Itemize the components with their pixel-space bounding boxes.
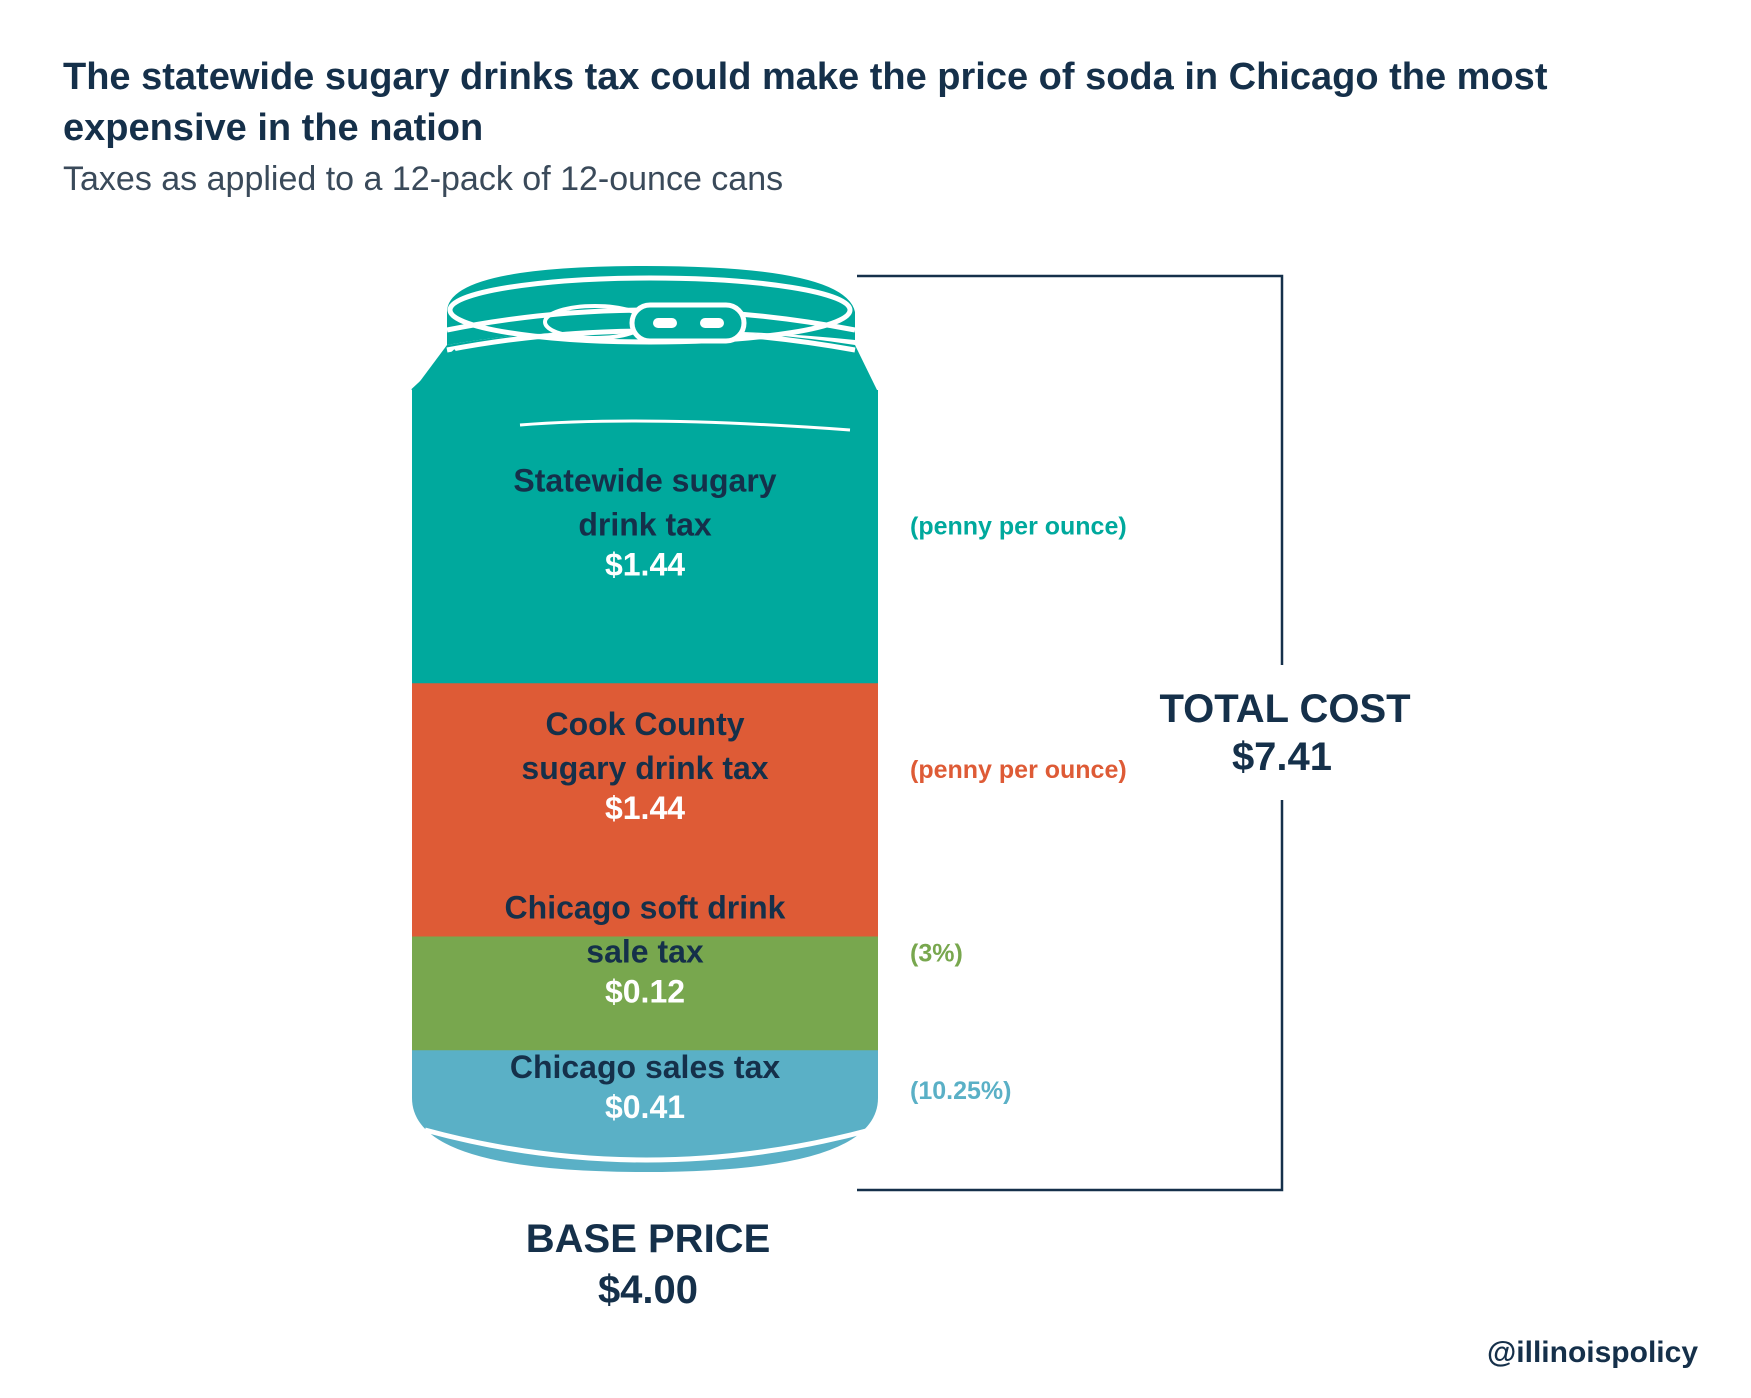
segment-2 <box>412 625 878 937</box>
total-cost-value: $7.41 <box>1232 735 1332 779</box>
segment-note-2: (penny per ounce) <box>910 756 1127 784</box>
total-cost-label: TOTAL COST <box>1159 687 1410 731</box>
segment-label-3-1: drink tax <box>578 507 712 543</box>
chart-subtitle: Taxes as applied to a 12-pack of 12-ounc… <box>63 160 784 198</box>
segment-value-1: $0.12 <box>605 973 685 1009</box>
segment-3 <box>412 389 878 684</box>
segment-label-3-0: Statewide sugary <box>513 463 776 499</box>
can-shoulder-line <box>519 419 851 432</box>
segment-label-0-0: Chicago sales tax <box>510 1049 781 1085</box>
segment-note-0: (10.25%) <box>910 1077 1011 1105</box>
segment-note-1: (3%) <box>910 939 963 967</box>
segment-labels: Chicago sales tax $0.41 Chicago soft drink… <box>505 463 786 1125</box>
segment-value-3: $1.44 <box>605 547 685 583</box>
total-bracket <box>857 274 1284 1192</box>
segment-notes: (10.25%) (3%) (penny per ounce) (penny per … <box>910 513 1127 1105</box>
segment-note-3: (penny per ounce) <box>910 513 1127 541</box>
credit-handle: @illinoispolicy <box>1487 1336 1698 1369</box>
segment-label-2-0: Cook County <box>545 706 744 742</box>
segment-label-1-0: Chicago soft drink <box>505 889 786 925</box>
segment-value-0: $0.41 <box>605 1089 685 1125</box>
base-price-value: $4.00 <box>598 1268 698 1312</box>
chart-title: The statewide sugary drinks tax could ma… <box>63 56 1548 149</box>
segment-label-2-1: sugary drink tax <box>521 750 768 786</box>
can-top <box>411 266 878 392</box>
segment-label-1-1: sale tax <box>586 933 704 969</box>
segment-value-2: $1.44 <box>605 790 685 826</box>
can-segments <box>412 389 878 1172</box>
can-bottom-rim <box>424 1127 871 1163</box>
base-price-label: BASE PRICE <box>526 1217 771 1261</box>
